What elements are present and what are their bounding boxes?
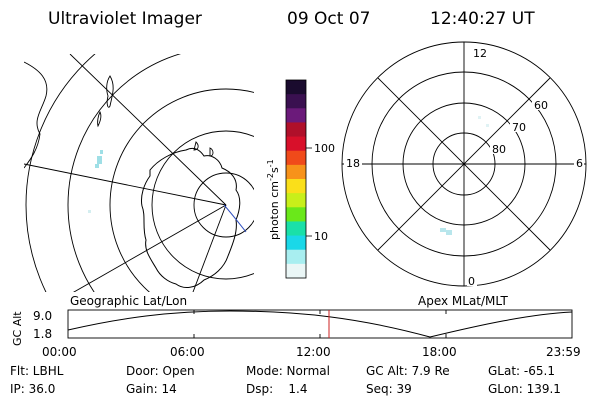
colorbar-stripe (286, 193, 306, 208)
colorbar-stripe (286, 221, 306, 237)
altitude-timeline: GC Alt 9.0 1.8 00:00 06:00 12:00 18:00 2… (11, 309, 581, 359)
colorbar-stripe (286, 235, 306, 251)
timeline-tick-label: 12:00 (296, 345, 331, 359)
altitude-curve (67, 310, 573, 338)
orbit-track (223, 204, 247, 233)
gc-alt-status: GC Alt: 7.9 Re (366, 364, 450, 378)
mlt-line-diagonal (377, 77, 551, 251)
ip-status: IP: 36.0 (10, 382, 55, 396)
polar-labels: 12 18 6 0 60 70 80 (344, 46, 584, 288)
colorbar-stripe (286, 164, 306, 180)
colorbar-label: photon cm-2s-1 (266, 159, 281, 240)
island-coastline (209, 147, 214, 157)
colorbar-stripe (286, 179, 306, 194)
mlt-label-12: 12 (473, 47, 487, 60)
status-footer: Flt: LBHL IP: 36.0 Door: Open Gain: 14 M… (10, 364, 561, 396)
colorbar: 100 10 photon cm-2s-1 (266, 79, 335, 279)
timeline-tick-label: 06:00 (170, 345, 205, 359)
polar-plot (341, 41, 587, 287)
timeline-tick-label: 23:59 (546, 345, 581, 359)
colorbar-stripe (286, 249, 306, 265)
timeline-y-label-low: 1.8 (33, 327, 52, 341)
lat-label-70: 70 (512, 121, 526, 134)
meridian-line (24, 163, 227, 206)
left-panel-title: Geographic Lat/Lon (70, 294, 187, 308)
colorbar-tick-10: 10 (314, 230, 328, 243)
aurora-emission (88, 150, 103, 213)
time-label: 12:40:27 UT (430, 9, 535, 29)
lat-label-80: 80 (492, 143, 506, 156)
colorbar-stripe (286, 136, 306, 152)
glon-status: GLon: 139.1 (488, 382, 561, 396)
colorbar-frame (285, 79, 307, 279)
antarctica-coastline (141, 147, 241, 288)
colorbar-stripe (286, 94, 306, 109)
colorbar-gradient (286, 80, 306, 279)
date-label: 09 Oct 07 (287, 9, 370, 29)
island-coastline (97, 110, 102, 128)
meridian-line (192, 204, 227, 292)
colorbar-stripe (286, 122, 306, 138)
geographic-map: Geographic Lat/Lon (24, 54, 254, 308)
timeline-axis-title: GC Alt (11, 311, 24, 346)
colorbar-stripe (286, 150, 306, 166)
right-panel-title: Apex MLat/MLT (418, 294, 508, 308)
door-status: Door: Open (126, 364, 195, 378)
lat-circle (193, 172, 254, 238)
lat-circle (25, 54, 96, 292)
australia-coastline (24, 61, 48, 169)
polar-emission (440, 116, 489, 235)
colorbar-stripe (286, 207, 306, 223)
instrument-title: Ultraviolet Imager (48, 9, 202, 29)
seq-status: Seq: 39 (366, 382, 412, 396)
timeline-frame (67, 309, 573, 339)
new-zealand-coastline (106, 75, 114, 108)
lat-circle (67, 54, 182, 292)
mlt-label-6: 6 (576, 157, 583, 170)
mode-status: Mode: Normal (246, 364, 330, 378)
dsp-status: Dsp: 1.4 (246, 382, 308, 396)
meridian-line (69, 54, 227, 206)
glat-status: GLat: -65.1 (488, 364, 555, 378)
timeline-tick-label: 18:00 (422, 345, 457, 359)
lat-circle (109, 88, 254, 292)
island-coastline (193, 141, 199, 151)
mlt-label-18: 18 (346, 157, 360, 170)
timeline-y-label-high: 9.0 (33, 309, 52, 323)
colorbar-stripe (286, 108, 306, 124)
timeline-tick-label: 00:00 (42, 345, 77, 359)
colorbar-stripe (286, 80, 306, 95)
colorbar-tick-100: 100 (314, 142, 335, 155)
gain-status: Gain: 14 (126, 382, 177, 396)
colorbar-stripe (286, 263, 306, 279)
mlt-label-0: 0 (468, 275, 475, 288)
filter-status: Flt: LBHL (10, 364, 64, 378)
meridian-line (73, 204, 227, 292)
lat-circle (151, 130, 254, 280)
lat-label-60: 60 (534, 99, 548, 112)
